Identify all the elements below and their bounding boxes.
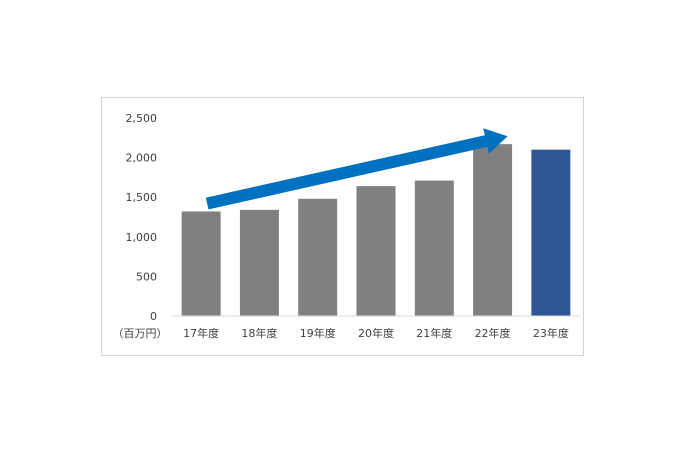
unit-label: （百万円） <box>113 327 168 340</box>
chart-frame: 0 500 1,000 1,500 2,000 2,500 17年度 18年度 19年度 20年… <box>101 97 584 356</box>
x-tick-label: 17年度 <box>183 326 219 340</box>
y-tick-label: 2,000 <box>126 152 158 165</box>
bar <box>531 149 571 316</box>
trend-arrow-icon <box>205 128 508 210</box>
bar <box>181 211 221 316</box>
x-tick-label: 22年度 <box>475 326 511 340</box>
y-axis-ticks: 0 500 1,000 1,500 2,000 2,500 <box>126 112 158 323</box>
y-tick-label: 1,500 <box>126 191 158 204</box>
bar <box>356 186 396 316</box>
trend-arrow-shape <box>205 128 508 210</box>
bar <box>298 198 338 316</box>
y-tick-label: 2,500 <box>126 112 158 125</box>
bar <box>239 209 279 316</box>
y-tick-label: 0 <box>150 310 157 323</box>
x-tick-label: 19年度 <box>300 326 336 340</box>
y-tick-label: 1,000 <box>126 231 158 244</box>
bar <box>414 180 454 316</box>
x-tick-label: 23年度 <box>533 326 569 340</box>
bars <box>181 144 571 316</box>
x-axis-labels: 17年度 18年度 19年度 20年度 21年度 22年度 23年度 <box>183 326 569 340</box>
x-tick-label: 20年度 <box>358 326 394 340</box>
bar-chart: 0 500 1,000 1,500 2,000 2,500 17年度 18年度 19年度 20年… <box>113 112 580 340</box>
x-tick-label: 21年度 <box>416 326 452 340</box>
x-tick-label: 18年度 <box>241 326 277 340</box>
y-tick-label: 500 <box>136 270 157 283</box>
bar <box>473 144 513 316</box>
